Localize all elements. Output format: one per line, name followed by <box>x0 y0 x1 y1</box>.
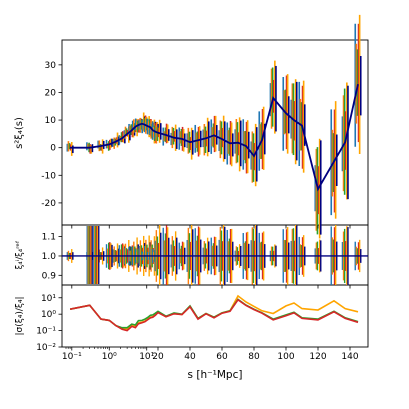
x-tick-label: 10⁻¹ <box>62 352 82 362</box>
bottom-panel-plot <box>69 294 359 332</box>
top-y-tick-label: -20 <box>41 199 56 209</box>
bottom-y-axis-label: |σ(ξ₄)/ξ₄| <box>15 296 25 335</box>
x-tick-label: 60 <box>216 352 228 362</box>
top-y-tick-label: 0 <box>50 144 56 154</box>
bottom-panel-frame <box>61 284 369 348</box>
x-tick-label: 120 <box>309 352 326 362</box>
top-y-tick-label: 10 <box>45 116 57 126</box>
x-tick-label: 40 <box>184 352 196 362</box>
middle-panel-plot <box>62 225 368 285</box>
middle-y-axis-label: ξ₄ⁱ/ξ₄ʳᵉᶠ <box>15 241 25 270</box>
x-tick-label: 100 <box>277 352 294 362</box>
bottom-y-tick-label: 10⁻² <box>36 343 56 353</box>
top-y-tick-label: 30 <box>45 61 57 71</box>
x-tick-label: 20 <box>152 352 164 362</box>
top-series-line <box>70 84 359 192</box>
middle-y-tick-label: 1.1 <box>42 233 56 243</box>
x-tick-label: 80 <box>248 352 260 362</box>
top-panel-plot <box>66 14 362 239</box>
x-tick-label: 10¹ <box>139 352 154 362</box>
middle-y-tick-label: 1.0 <box>42 252 57 262</box>
middle-y-tick-label: 0.9 <box>42 271 57 281</box>
x-tick-label: 140 <box>341 352 358 362</box>
bottom-y-tick-label: 10⁰ <box>41 310 56 320</box>
top-y-axis-label: s²ξ₄(s) <box>14 117 25 149</box>
top-y-tick-label: 20 <box>45 88 57 98</box>
bottom-y-tick-label: 10⁻¹ <box>36 327 56 337</box>
x-axis-label: s [h⁻¹Mpc] <box>188 369 243 381</box>
top-y-tick-label: -10 <box>41 171 56 181</box>
bottom-y-tick-label: 10¹ <box>41 294 56 304</box>
bottom-series-line-2 <box>69 298 359 332</box>
x-tick-label: 10⁰ <box>102 352 117 362</box>
